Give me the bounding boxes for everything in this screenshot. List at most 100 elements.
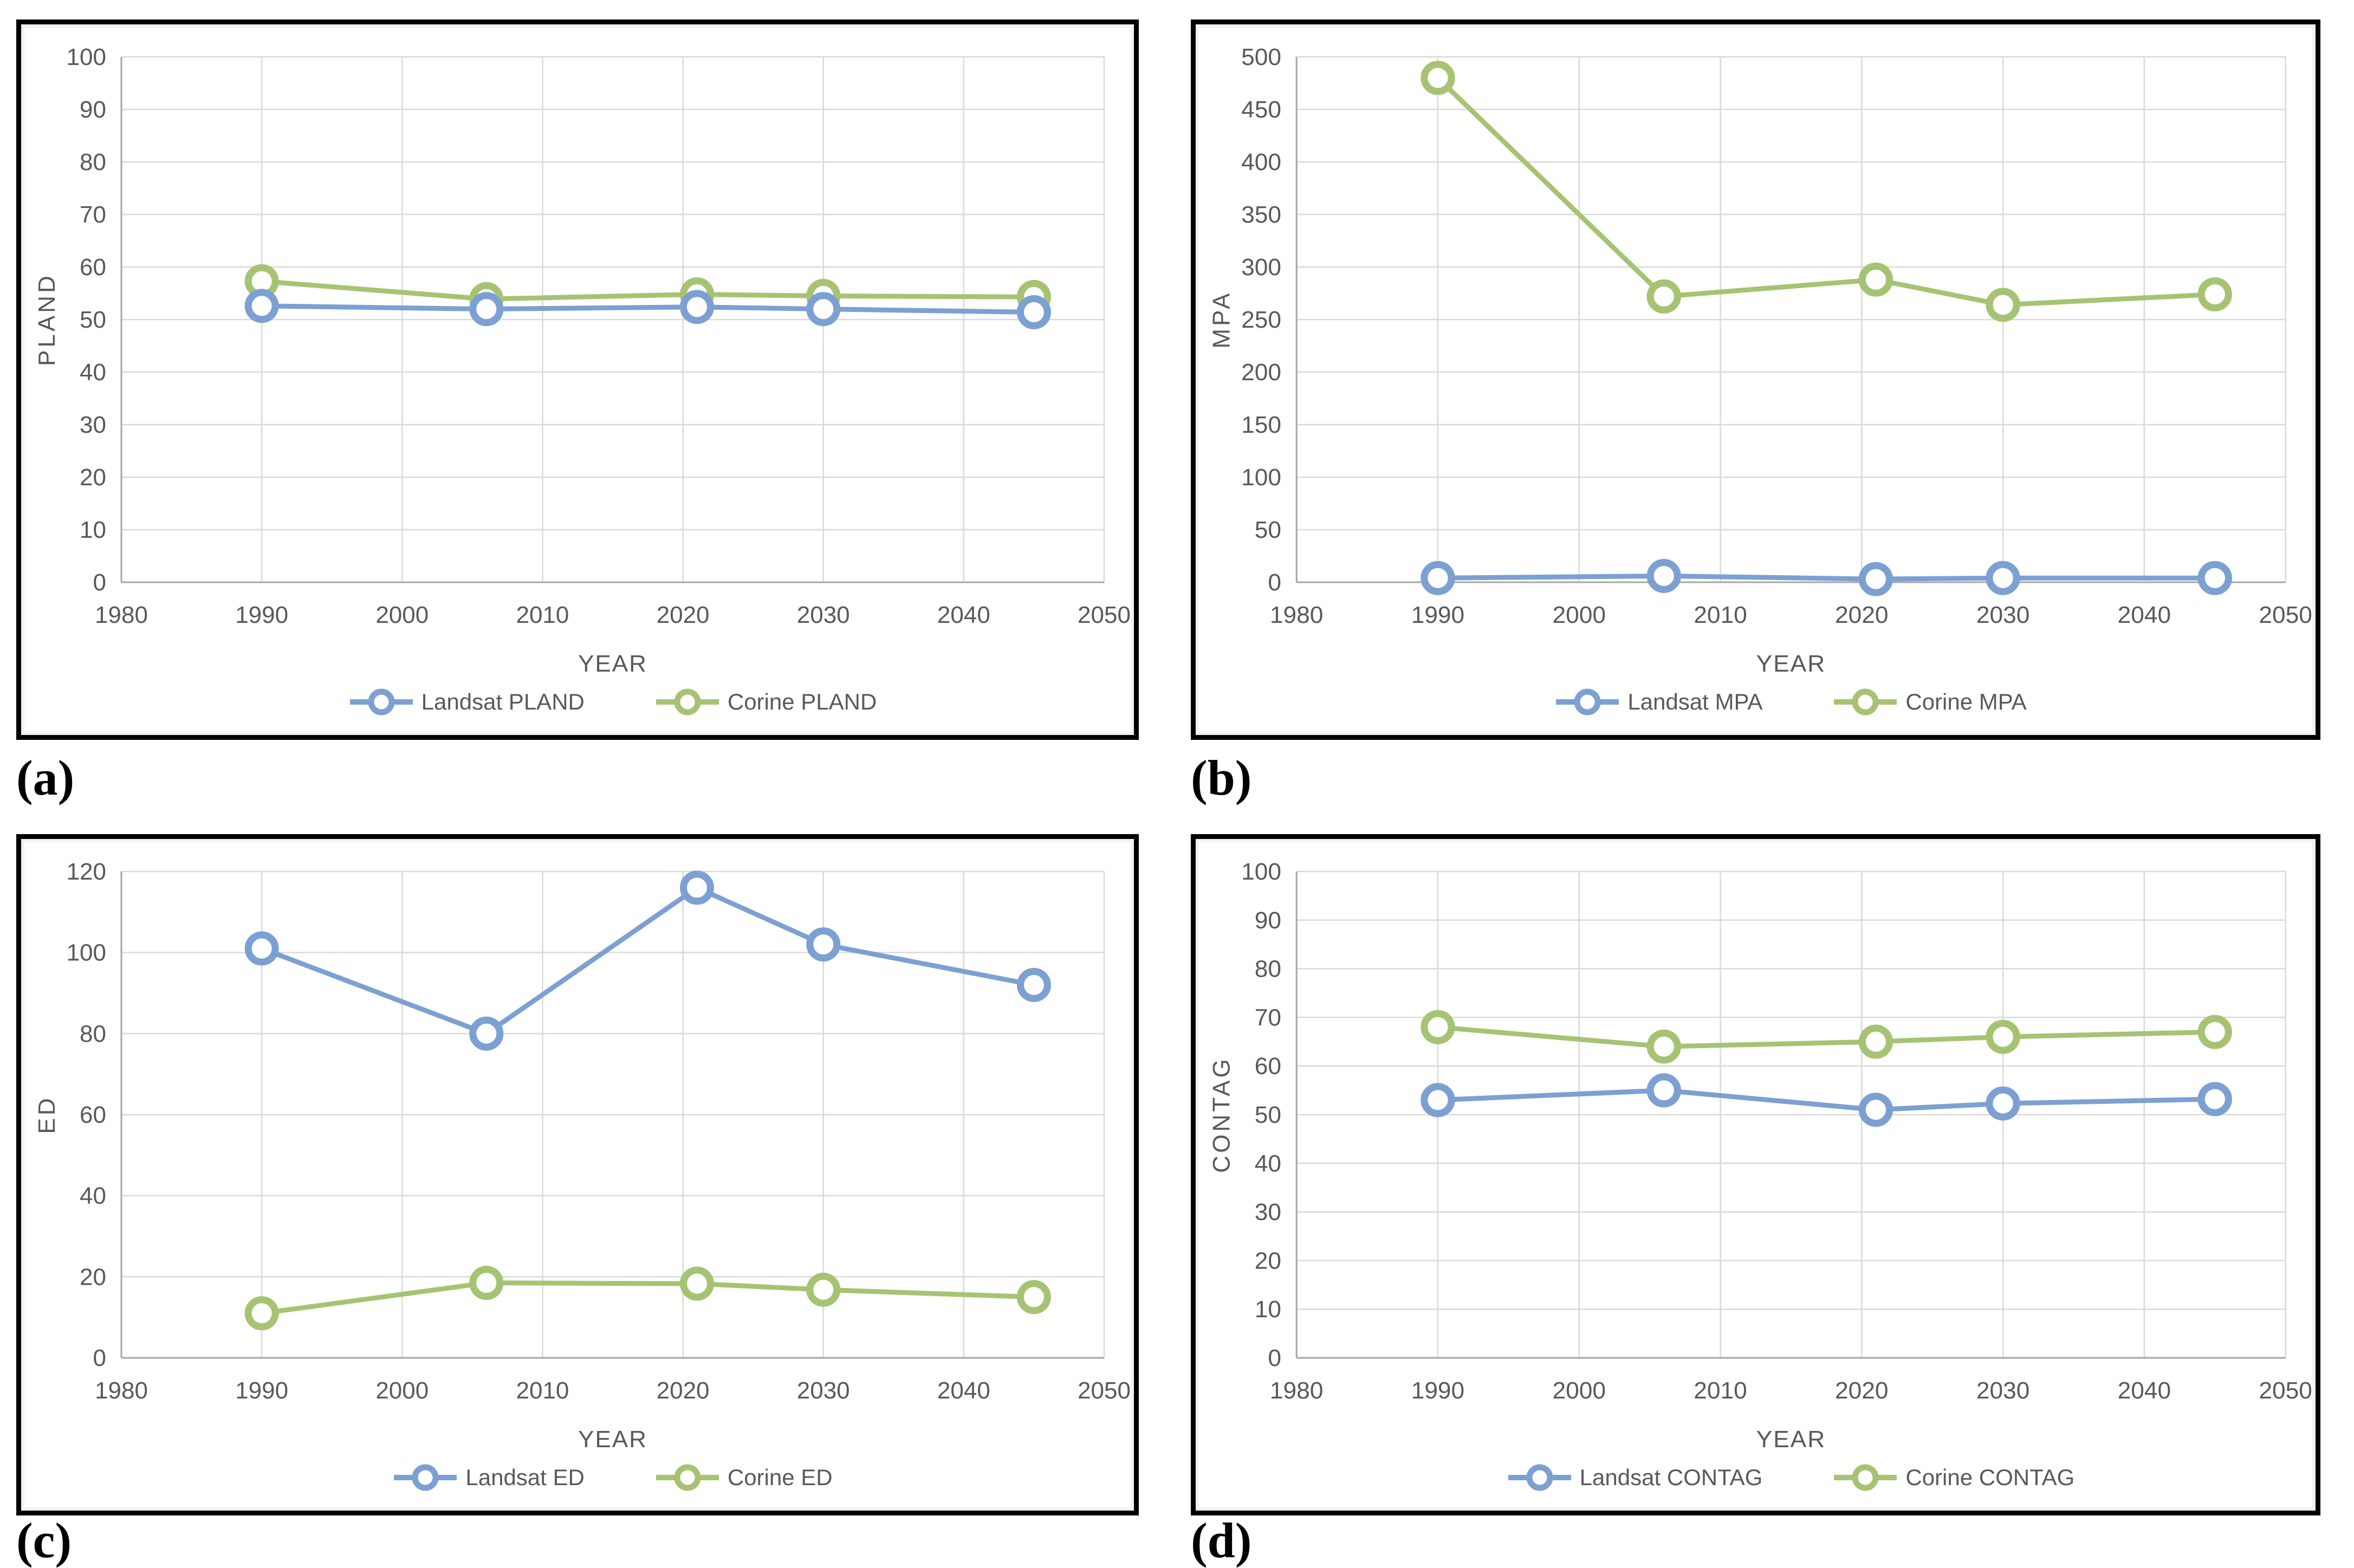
y-tick-label: 40 (80, 1183, 106, 1209)
y-tick-label: 10 (80, 517, 106, 543)
legend-marker-icon (1834, 688, 1897, 715)
y-tick-label: 400 (1241, 149, 1281, 175)
y-tick-labels: 0 20 40 60 80 100 120 (67, 858, 106, 1371)
y-tick-label: 70 (1255, 1005, 1281, 1031)
panel-c-ed-chart: 0 20 40 60 80 100 120 1980 1990 2000 2010 2020 2030 2… (16, 834, 1139, 1515)
y-tick-label: 50 (1255, 1102, 1281, 1128)
data-point-marker (2197, 1082, 2232, 1116)
data-point-marker (1016, 1280, 1051, 1315)
data-point-marker (244, 1296, 279, 1331)
x-tick-label: 2000 (1552, 1377, 1605, 1404)
x-tick-label: 1980 (95, 602, 148, 628)
legend-marker-icon (656, 1464, 719, 1491)
legend-item-corine: Corine MPA (1833, 687, 2027, 717)
data-point-marker (1858, 1092, 1893, 1127)
data-point-marker (469, 1266, 504, 1300)
data-point-marker (679, 870, 714, 905)
legend-marker-icon (1508, 1464, 1571, 1491)
x-tick-label: 2020 (657, 1377, 710, 1404)
data-point-marker (679, 290, 714, 324)
legend-label: Corine MPA (1905, 689, 2027, 714)
x-tick-labels: 1980 1990 2000 2010 2020 2030 2040 2050 (95, 1377, 1131, 1404)
y-axis-title: MPA (1208, 290, 1235, 348)
y-tick-label: 350 (1241, 201, 1281, 228)
x-tick-label: 2030 (1976, 602, 2029, 628)
x-tick-label: 2030 (797, 602, 850, 628)
x-tick-label: 2010 (1694, 1377, 1747, 1404)
legend-item-landsat: Landsat PLAND (349, 687, 585, 717)
series-line (1435, 1024, 2217, 1049)
caption-b: (b) (1191, 750, 1252, 805)
x-tick-label: 1990 (1411, 602, 1464, 628)
data-point-marker (244, 289, 279, 323)
data-point-marker (469, 292, 504, 327)
y-tick-label: 30 (1255, 1199, 1281, 1226)
data-point-marker (1986, 1086, 2020, 1121)
x-tick-label: 2000 (375, 1377, 429, 1404)
x-tick-label: 2050 (2259, 602, 2312, 628)
legend-marker-icon (394, 1464, 457, 1491)
y-tick-label: 80 (80, 1020, 106, 1047)
y-tick-label: 20 (80, 1264, 106, 1290)
y-tick-labels: 0 10 20 30 40 50 60 70 80 90 100 (1241, 858, 1281, 1371)
series-corine (1421, 61, 2232, 322)
series-line (1435, 75, 2217, 308)
y-tick-label: 100 (67, 44, 106, 70)
x-tick-label: 2040 (2118, 602, 2171, 628)
data-point-marker (1986, 561, 2020, 595)
x-tick-label: 1980 (1270, 1377, 1323, 1404)
x-tick-label: 1990 (235, 1377, 288, 1404)
y-tick-label: 20 (80, 464, 106, 491)
x-tick-label: 2040 (937, 1377, 990, 1404)
series-corine (244, 1266, 1051, 1331)
x-axis-title: YEAR (1756, 650, 1826, 677)
y-tick-label: 60 (80, 1102, 106, 1128)
legend-item-corine: Corine PLAND (655, 687, 877, 717)
legend-label: Landsat MPA (1627, 689, 1763, 714)
y-tick-label: 50 (80, 307, 106, 333)
x-axis-title: YEAR (578, 650, 647, 677)
panel-b-mpa-chart: 0 50 100 150 200 250 300 350 400 450 500 1980 1990 20… (1191, 19, 2320, 740)
ed-legend: Landsat ED Corine ED (121, 1453, 1104, 1502)
y-tick-label: 90 (80, 96, 106, 123)
mpa-chart-svg: 0 50 100 150 200 250 300 350 400 450 500 1980 1990 20… (1208, 44, 2312, 677)
legend-marker-icon (1556, 688, 1619, 715)
data-point-marker (2197, 277, 2232, 311)
data-point-marker (2197, 1014, 2232, 1049)
legend-marker-icon (1834, 1464, 1897, 1491)
x-tick-labels: 1980 1990 2000 2010 2020 2030 2040 2050 (1270, 602, 2312, 628)
y-tick-label: 80 (80, 149, 106, 175)
x-tick-label: 2050 (2259, 1377, 2312, 1404)
y-tick-label: 0 (1268, 1345, 1281, 1371)
data-point-marker (1646, 279, 1681, 314)
y-tick-label: 20 (1255, 1248, 1281, 1274)
data-point-marker (1421, 1083, 1455, 1117)
y-tick-label: 40 (80, 359, 106, 386)
y-tick-label: 0 (93, 569, 106, 596)
pland-legend: Landsat PLAND Corine PLAND (121, 678, 1104, 726)
data-point-marker (1858, 262, 1893, 297)
x-tick-label: 2040 (2118, 1377, 2171, 1404)
x-tick-label: 2010 (516, 602, 569, 628)
legend-item-corine: Corine ED (655, 1462, 833, 1493)
data-point-marker (1421, 1010, 1455, 1044)
y-tick-label: 100 (1241, 858, 1281, 885)
series-landsat (1421, 1073, 2232, 1127)
y-tick-label: 70 (80, 201, 106, 228)
y-tick-label: 50 (1255, 517, 1281, 543)
panel-d-contag-chart: 0 10 20 30 40 50 60 70 80 90 100 1980 1990 2000 2010 20… (1191, 834, 2320, 1515)
data-point-marker (1016, 968, 1051, 1003)
x-tick-label: 2010 (516, 1377, 569, 1404)
y-tick-label: 80 (1255, 956, 1281, 983)
x-tick-labels: 1980 1990 2000 2010 2020 2030 2040 2050 (95, 602, 1131, 628)
x-axis-title: YEAR (578, 1426, 647, 1453)
x-tick-label: 1990 (1411, 1377, 1464, 1404)
contag-legend: Landsat CONTAG Corine CONTAG (1296, 1453, 2286, 1502)
x-tick-label: 2020 (1835, 1377, 1888, 1404)
y-tick-label: 100 (1241, 464, 1281, 491)
x-axis-title: YEAR (1756, 1426, 1826, 1453)
legend-label: Corine ED (727, 1465, 833, 1490)
x-tick-label: 2020 (657, 602, 710, 628)
